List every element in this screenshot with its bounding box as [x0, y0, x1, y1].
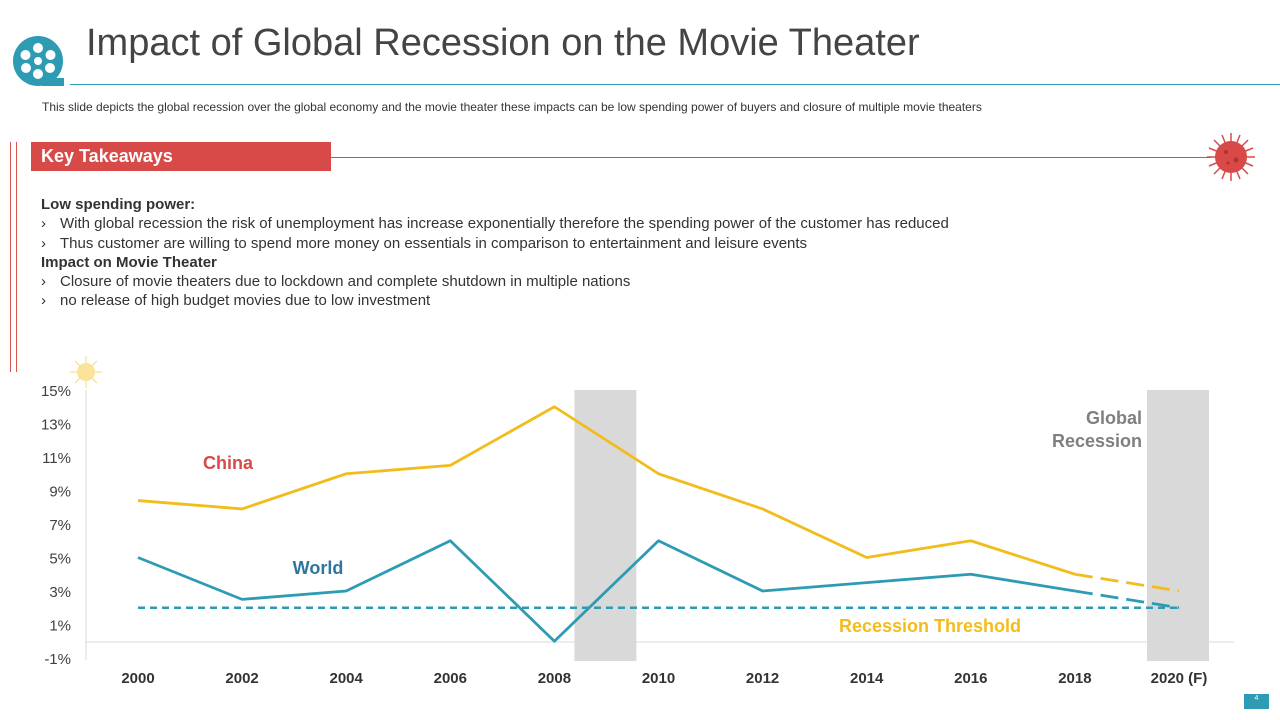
x-tick-label: 2010: [642, 670, 675, 687]
x-tick-label: 2004: [330, 670, 364, 687]
list-item: › no release of high budget movies due to…: [41, 292, 431, 310]
y-tick-label: 5%: [49, 551, 71, 568]
x-tick-label: 2018: [1058, 670, 1091, 687]
series-line-world: [137, 539, 1076, 643]
y-tick-label: 9%: [49, 484, 71, 501]
threshold-label: Recession Threshold: [839, 616, 1021, 636]
y-tick-label: -1%: [44, 651, 71, 668]
recession-band: [574, 390, 637, 661]
left-accent-line: [16, 142, 17, 372]
list-item: › Closure of movie theaters due to lockdo…: [41, 273, 631, 291]
x-tick-label: 2002: [225, 670, 258, 687]
series-forecast-china: [1074, 572, 1180, 593]
page-number-badge: 4: [1244, 694, 1269, 709]
chevron-right-icon: ›: [41, 215, 46, 233]
x-tick-label: 2000: [121, 670, 154, 687]
x-tick-label: 2012: [746, 670, 779, 687]
key-takeaways-divider: [331, 157, 1211, 158]
series-forecast-world: [1074, 589, 1180, 610]
section-heading: Impact on Movie Theater: [41, 253, 217, 271]
list-item: › Thus customer are willing to spend more…: [41, 234, 808, 252]
series-line-china: [137, 405, 1076, 576]
x-tick-label: 2008: [538, 670, 571, 687]
key-takeaways-content: Low spending power: › With global recessi…: [41, 195, 949, 311]
gdp-growth-chart: 15% 13% 11% 9% 7% 5% 3% 1% -1% 2000 2002 2004 2006 2…: [41, 383, 1234, 687]
title-divider: [70, 84, 1280, 85]
y-tick-label: 3%: [49, 584, 71, 601]
film-reel-icon: [13, 36, 64, 86]
y-tick-label: 13%: [41, 417, 71, 434]
chevron-right-icon: ›: [41, 273, 46, 291]
list-item: › With global recession the risk of unemp…: [41, 215, 949, 233]
global-recession-label: Recession: [1052, 431, 1142, 451]
x-tick-label: 2014: [850, 670, 884, 687]
x-tick-label: 2020 (F): [1151, 670, 1208, 687]
chevron-right-icon: ›: [41, 292, 46, 310]
sun-icon: [70, 356, 102, 388]
y-tick-label: 1%: [49, 618, 71, 635]
x-tick-label: 2016: [954, 670, 987, 687]
page-title: Impact of Global Recession on the Movie …: [86, 22, 920, 64]
y-tick-label: 11%: [42, 450, 71, 467]
left-accent-line: [10, 142, 11, 372]
page-subtitle: This slide depicts the global recession …: [42, 100, 982, 114]
series-label-china: China: [203, 453, 254, 473]
global-recession-label: Global: [1086, 408, 1142, 428]
y-tick-label: 15%: [41, 383, 71, 400]
chevron-right-icon: ›: [41, 234, 46, 252]
y-tick-label: 7%: [49, 517, 71, 534]
series-label-world: World: [293, 558, 344, 578]
section-heading: Low spending power:: [41, 196, 196, 213]
key-takeaways-label: Key Takeaways: [31, 142, 331, 171]
x-tick-label: 2006: [434, 670, 467, 687]
virus-icon: [1207, 133, 1255, 181]
recession-band: [1147, 390, 1209, 661]
page-number: 4: [1254, 695, 1259, 702]
